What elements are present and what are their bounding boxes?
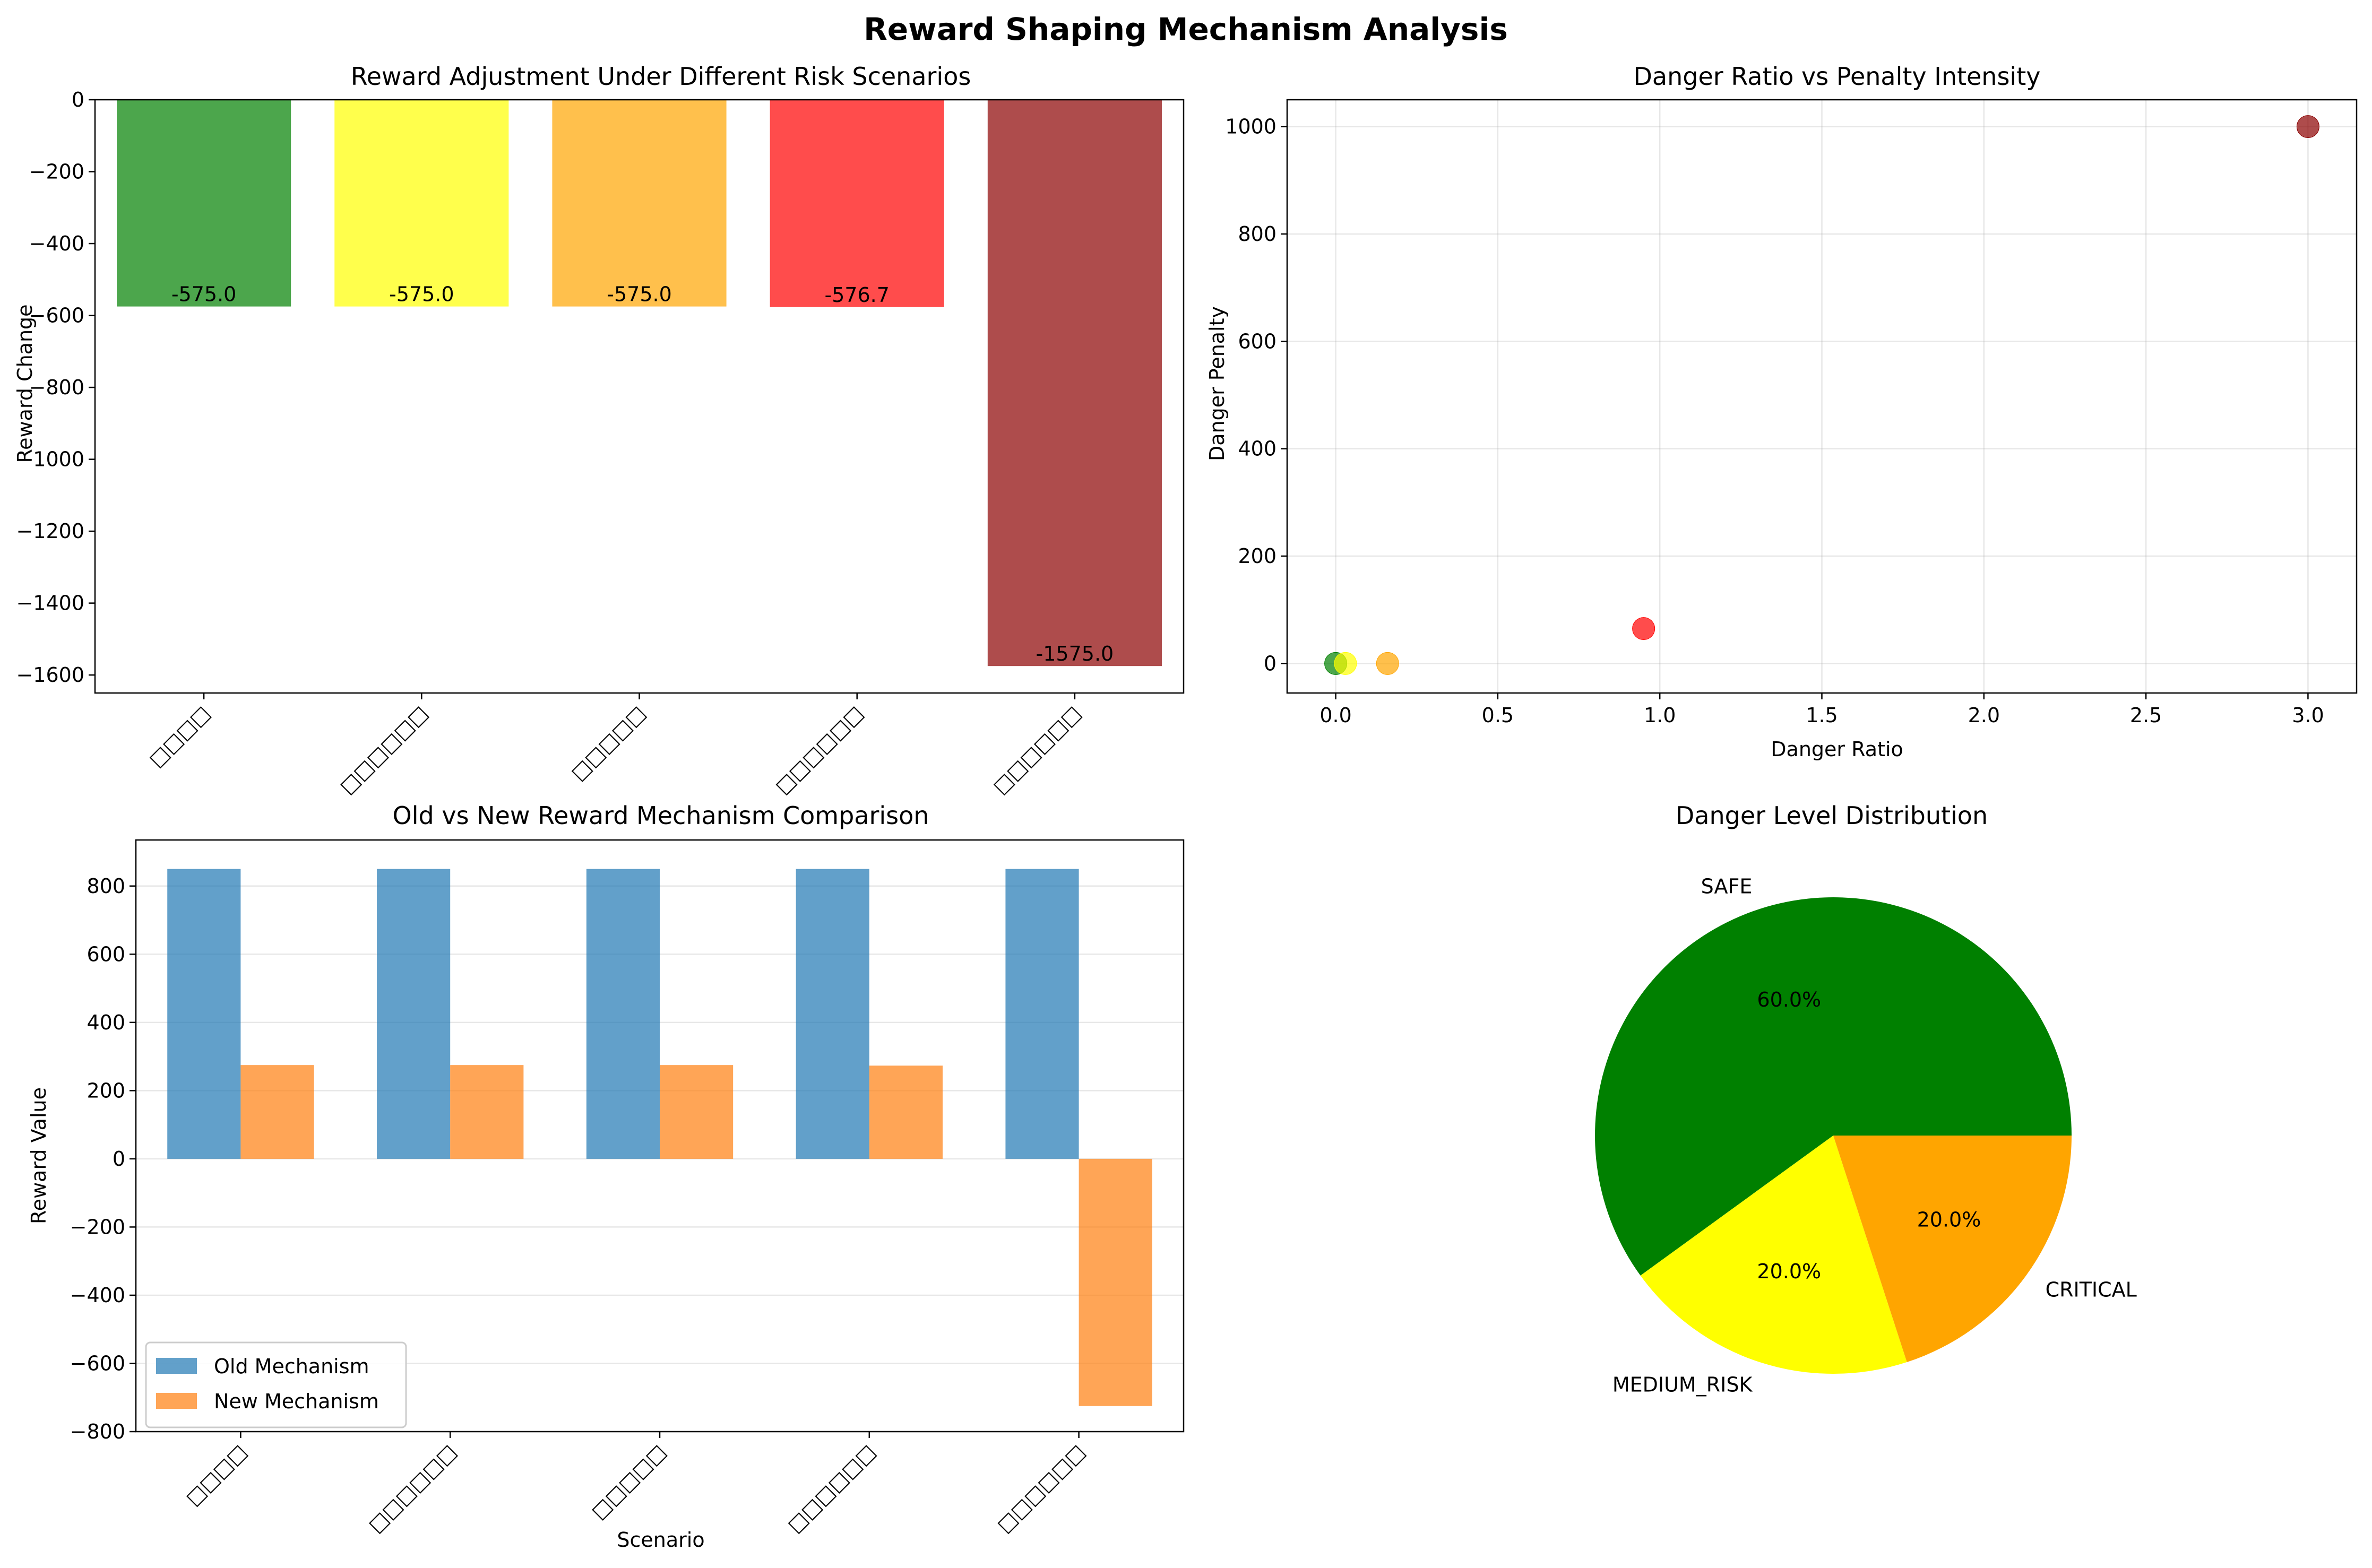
figure-suptitle: Reward Shaping Mechanism Analysis xyxy=(864,11,1508,47)
pie-slice xyxy=(1833,1136,2072,1363)
legend-label-old: Old Mechanism xyxy=(214,1355,369,1378)
bar-value-label: -575.0 xyxy=(171,283,237,306)
axes-frame xyxy=(135,839,1185,1433)
bar xyxy=(987,100,1162,666)
legend-swatch-new xyxy=(156,1393,197,1409)
ax3-title: Old vs New Reward Mechanism Comparison xyxy=(393,801,929,830)
pie-label: SAFE xyxy=(1701,874,1753,898)
y-tick-label: −600 xyxy=(29,304,84,327)
y-tick-label: −400 xyxy=(70,1284,125,1307)
y-tick-label: 600 xyxy=(1238,330,1276,353)
bar xyxy=(552,100,727,307)
ax2-ylabel: Danger Penalty xyxy=(1205,306,1229,461)
y-tick-label: 0 xyxy=(72,88,84,111)
y-tick-label: 1000 xyxy=(1225,115,1276,138)
danger-level-pie-chart: Danger Level Distribution SAFE 60.0% MEDIU… xyxy=(1595,801,2137,1397)
y-tick-label: −200 xyxy=(29,160,84,184)
y-tick-label: −1000 xyxy=(16,448,84,471)
bar-new-mechanism xyxy=(1079,1158,1152,1406)
bar-old-mechanism xyxy=(796,869,869,1159)
axes-frame xyxy=(1286,99,2358,694)
ax3-xlabel: Scenario xyxy=(617,1528,704,1552)
y-tick-label: 800 xyxy=(1238,222,1276,246)
y-tick-label: −200 xyxy=(70,1215,125,1238)
pie-label: MEDIUM_RISK xyxy=(1612,1373,1753,1397)
y-tick-label: 800 xyxy=(87,874,125,898)
bar-value-label: -575.0 xyxy=(389,283,454,306)
y-tick-label: 200 xyxy=(87,1079,125,1102)
bar-old-mechanism xyxy=(1005,869,1079,1159)
ax1-ylabel: Reward Change xyxy=(13,304,37,463)
ax2-xlabel: Danger Ratio xyxy=(1771,738,1903,761)
bar-new-mechanism xyxy=(869,1065,943,1159)
bar-old-mechanism xyxy=(167,869,241,1159)
ax2-title: Danger Ratio vs Penalty Intensity xyxy=(1634,62,2041,91)
bar-old-mechanism xyxy=(586,869,660,1159)
scatter-point xyxy=(2296,115,2319,138)
x-tick-label: 3.0 xyxy=(2292,704,2324,727)
y-tick-label: 400 xyxy=(87,1011,125,1034)
bar xyxy=(117,100,291,307)
x-tick-label: 1.0 xyxy=(1644,704,1676,727)
axes-frame xyxy=(94,99,1185,694)
y-tick-label: 0 xyxy=(113,1147,125,1171)
y-tick-label: −800 xyxy=(70,1420,125,1443)
pie-slice xyxy=(1595,897,2072,1276)
ax3-legend: Old Mechanism New Mechanism xyxy=(145,1341,407,1428)
x-tick-label: 2.0 xyxy=(1968,704,2000,727)
ax1-title: Reward Adjustment Under Different Risk S… xyxy=(351,62,971,91)
danger-ratio-scatter-chart: Danger Ratio vs Penalty Intensity Danger… xyxy=(1205,62,2358,761)
pie-percent-label: 60.0% xyxy=(1757,988,1821,1011)
x-tick-label: 0.5 xyxy=(1482,704,1514,727)
y-tick-label: −1600 xyxy=(16,663,84,687)
legend-swatch-old xyxy=(156,1358,197,1374)
bar-value-label: -1575.0 xyxy=(1036,642,1114,665)
bar xyxy=(334,100,509,307)
bar-old-mechanism xyxy=(377,869,451,1159)
y-tick-label: 200 xyxy=(1238,544,1276,568)
scatter-point xyxy=(1334,652,1357,675)
bar-new-mechanism xyxy=(450,1065,524,1159)
scatter-point xyxy=(1376,652,1399,675)
pie-slice xyxy=(1640,1136,1907,1374)
scatter-point xyxy=(1632,617,1655,640)
ax3-ylabel: Reward Value xyxy=(27,1087,50,1224)
bar-value-label: -576.7 xyxy=(824,283,890,307)
y-tick-label: 0 xyxy=(1264,652,1276,675)
bar-value-label: -575.0 xyxy=(607,283,672,306)
x-tick-label: 2.5 xyxy=(2130,704,2162,727)
y-tick-label: 400 xyxy=(1238,437,1276,461)
y-tick-label: −600 xyxy=(70,1352,125,1375)
x-tick-label: 0.0 xyxy=(1319,704,1351,727)
ax4-title: Danger Level Distribution xyxy=(1676,801,1988,830)
legend-frame xyxy=(145,1341,407,1428)
bar xyxy=(770,100,944,307)
y-tick-label: −1400 xyxy=(16,592,84,615)
y-tick-label: −1200 xyxy=(16,519,84,543)
x-tick-label: 1.5 xyxy=(1806,704,1838,727)
y-tick-label: −800 xyxy=(29,376,84,399)
y-tick-label: −400 xyxy=(29,232,84,255)
ax4-plot-area: SAFE 60.0% MEDIUM_RISK 20.0% CRITICAL 20.0% xyxy=(1595,874,2137,1397)
y-tick-label: 600 xyxy=(87,942,125,966)
pie-percent-label: 20.0% xyxy=(1757,1260,1821,1283)
bar-new-mechanism xyxy=(660,1065,734,1159)
ax2-plot-area: 0.0 0.5 1.0 1.5 2.0 2.5 3.0 0 200 400 600 800 1000 xyxy=(1225,99,2358,727)
pie-percent-label: 20.0% xyxy=(1917,1208,1981,1231)
legend-label-new: New Mechanism xyxy=(214,1390,379,1413)
bar-new-mechanism xyxy=(240,1065,314,1159)
pie-label: CRITICAL xyxy=(2046,1278,2137,1301)
